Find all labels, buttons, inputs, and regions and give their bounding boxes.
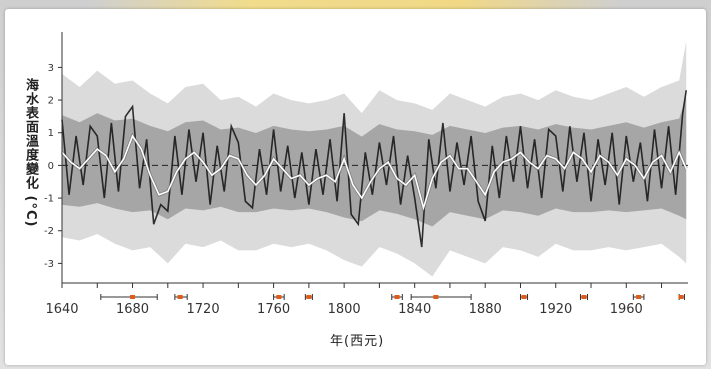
- interval-center-marker: [678, 295, 684, 299]
- x-axis-label: 年(西元): [330, 334, 385, 349]
- y-tick-label: -2: [44, 226, 54, 237]
- x-tick-label: 1800: [328, 302, 361, 317]
- interval-center-marker: [581, 295, 587, 299]
- y-axis-label: 海水表面溫度變化 (°C): [23, 78, 38, 228]
- y-tick-label: 2: [48, 96, 54, 107]
- interval-center-marker: [433, 295, 439, 299]
- interval-center-marker: [306, 295, 312, 299]
- x-tick-label: 1720: [187, 302, 220, 317]
- series-smoothed-line: [61, 134, 687, 211]
- interval-center-marker: [394, 295, 400, 299]
- y-tick-label: 0: [48, 161, 54, 172]
- interval-center-marker: [130, 295, 136, 299]
- interval-center-marker: [521, 295, 527, 299]
- x-tick-label: 1680: [116, 302, 149, 317]
- x-tick-label: 1640: [45, 302, 78, 317]
- series-annual-line: [61, 90, 688, 248]
- y-tick-label: -1: [44, 194, 54, 205]
- interval-center-marker: [177, 295, 183, 299]
- x-tick-label: 1840: [398, 302, 431, 317]
- y-tick-label: 1: [48, 128, 54, 139]
- interval-center-marker: [636, 295, 642, 299]
- top-highlight-bar: [90, 0, 620, 10]
- x-tick-label: 1760: [257, 302, 290, 317]
- x-tick-label: 1920: [539, 302, 572, 317]
- spread-band-inner: [62, 97, 687, 227]
- x-tick-label: 1880: [469, 302, 502, 317]
- y-tick-label: 3: [48, 63, 54, 74]
- interval-center-marker: [276, 295, 282, 299]
- y-tick-label: -3: [44, 259, 54, 270]
- x-tick-label: 1960: [610, 302, 643, 317]
